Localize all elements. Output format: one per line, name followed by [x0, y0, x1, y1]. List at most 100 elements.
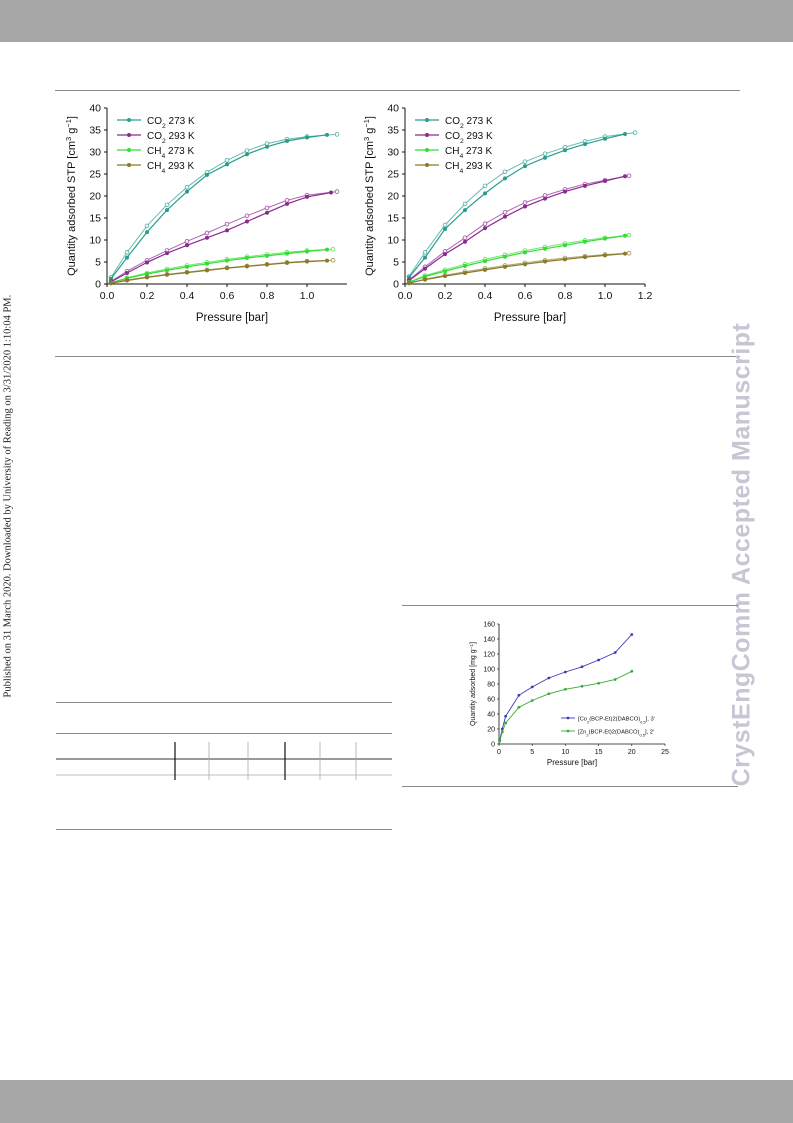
- adsorption-point: [225, 266, 229, 271]
- adsorption-point: [305, 249, 309, 254]
- desorption-point: [482, 183, 488, 189]
- adsorption-point: [543, 259, 547, 264]
- adsorption-point: [423, 266, 427, 271]
- y-tick-label: 140: [483, 637, 495, 644]
- adsorption-point: [205, 235, 209, 240]
- desorption-point: [522, 200, 528, 205]
- x-tick-label: 0.8: [260, 290, 275, 302]
- adsorption-point: [245, 264, 249, 269]
- adsorption-line: [110, 260, 328, 284]
- adsorption-point: [443, 252, 447, 257]
- desorption-point: [462, 201, 468, 207]
- adsorption-point: [205, 268, 209, 273]
- desorption-line: [110, 191, 338, 282]
- adsorption-point: [145, 271, 149, 276]
- adsorption-point: [165, 272, 169, 277]
- x-tick-label: 0.6: [518, 290, 533, 302]
- adsorption-point: [305, 194, 309, 199]
- y-tick-label: 35: [89, 125, 101, 137]
- adsorption-point: [563, 148, 567, 153]
- adsorption-point: [145, 275, 149, 280]
- adsorption-point: [245, 152, 249, 157]
- series-point: [500, 730, 504, 734]
- adsorption-point: [285, 251, 289, 256]
- x-tick-label: 0.4: [478, 290, 493, 302]
- figure3-bottom-rule: [402, 786, 738, 787]
- adsorption-point: [583, 255, 587, 260]
- y-axis-label: Quantity adsorbed STP [cm3 g−1]: [362, 116, 377, 276]
- desorption-point: [224, 221, 230, 227]
- x-axis-label: Pressure [bar]: [196, 312, 268, 324]
- adsorption-point: [109, 281, 113, 286]
- adsorption-point: [325, 132, 329, 137]
- adsorption-point: [463, 239, 467, 244]
- y-tick-label: 60: [487, 697, 495, 704]
- adsorption-point: [623, 174, 627, 179]
- y-tick-label: 40: [487, 712, 495, 719]
- adsorption-point: [245, 219, 249, 224]
- figure-bottom-rule: [55, 356, 740, 357]
- desorption-point: [244, 213, 250, 219]
- legend-label: CH4 273 K: [445, 146, 492, 160]
- adsorption-point: [205, 261, 209, 266]
- adsorption-point: [523, 204, 527, 209]
- desorption-point: [542, 151, 548, 157]
- adsorption-point: [285, 260, 289, 265]
- legend-marker: [566, 716, 570, 720]
- series-point: [613, 651, 617, 654]
- series-point: [517, 693, 521, 697]
- adsorption-point: [523, 250, 527, 255]
- y-axis-label: Quantity adsorbed STP [cm3 g−1]: [64, 116, 79, 276]
- adsorption-point: [483, 191, 487, 196]
- adsorption-point: [443, 269, 447, 274]
- x-axis-label: Pressure [bar]: [494, 312, 566, 324]
- adsorption-point: [125, 278, 129, 283]
- x-tick-label: 1.2: [638, 290, 653, 302]
- adsorption-point: [563, 243, 567, 248]
- adsorption-point: [483, 259, 487, 264]
- y-tick-label: 10: [387, 235, 399, 247]
- adsorption-line: [408, 133, 626, 278]
- y-tick-label: 120: [483, 652, 495, 659]
- adsorption-point: [583, 142, 587, 147]
- adsorption-point: [483, 226, 487, 231]
- adsorption-point: [305, 259, 309, 264]
- series-point: [630, 633, 634, 636]
- y-tick-label: 15: [89, 213, 101, 225]
- x-tick-label: 20: [628, 749, 636, 756]
- high-pressure-chart: 0 20 40 60 80 100 120 140 160 0 5 10 15 20 25 Pressure …: [469, 622, 669, 768]
- desorption-line: [408, 132, 636, 277]
- x-tick-label: 0.2: [438, 290, 453, 302]
- legend-label: CO2 293 K: [445, 131, 493, 145]
- adsorption-point: [165, 268, 169, 273]
- adsorption-point: [145, 230, 149, 235]
- desorption-point: [502, 209, 508, 215]
- adsorption-point: [623, 251, 627, 256]
- y-tick-label: 35: [387, 125, 399, 137]
- figure3-top-rule: [402, 605, 738, 606]
- desorption-line: [408, 252, 630, 284]
- adsorption-point: [185, 189, 189, 194]
- adsorption-point: [623, 131, 627, 136]
- desorption-line: [408, 234, 630, 283]
- isotherm-chart-2: 0 5 10 15 20 25 30 35 40 0.0 0.2 0.4 0.6 0.8 1.0 1.2 Pre…: [362, 103, 653, 325]
- x-tick-label: 15: [595, 749, 603, 756]
- adsorption-point: [503, 176, 507, 181]
- adsorption-point: [603, 136, 607, 141]
- legend-marker: [127, 118, 131, 122]
- adsorption-point: [463, 208, 467, 213]
- adsorption-line: [408, 235, 626, 283]
- y-tick-label: 25: [387, 169, 399, 181]
- y-tick-label: 40: [89, 103, 101, 115]
- legend-label: [Co2(BCP-Et)2(DABCO)0.5], 3': [578, 717, 655, 725]
- adsorption-point: [543, 246, 547, 251]
- series-point: [564, 687, 567, 691]
- series-point: [580, 665, 584, 669]
- desorption-point: [124, 250, 130, 255]
- adsorption-point: [125, 255, 129, 260]
- x-tick-label: 5: [530, 749, 534, 756]
- x-tick-label: 0.4: [180, 290, 195, 302]
- adsorption-point: [623, 233, 627, 238]
- desorption-point: [502, 169, 508, 175]
- desorption-point: [626, 173, 632, 179]
